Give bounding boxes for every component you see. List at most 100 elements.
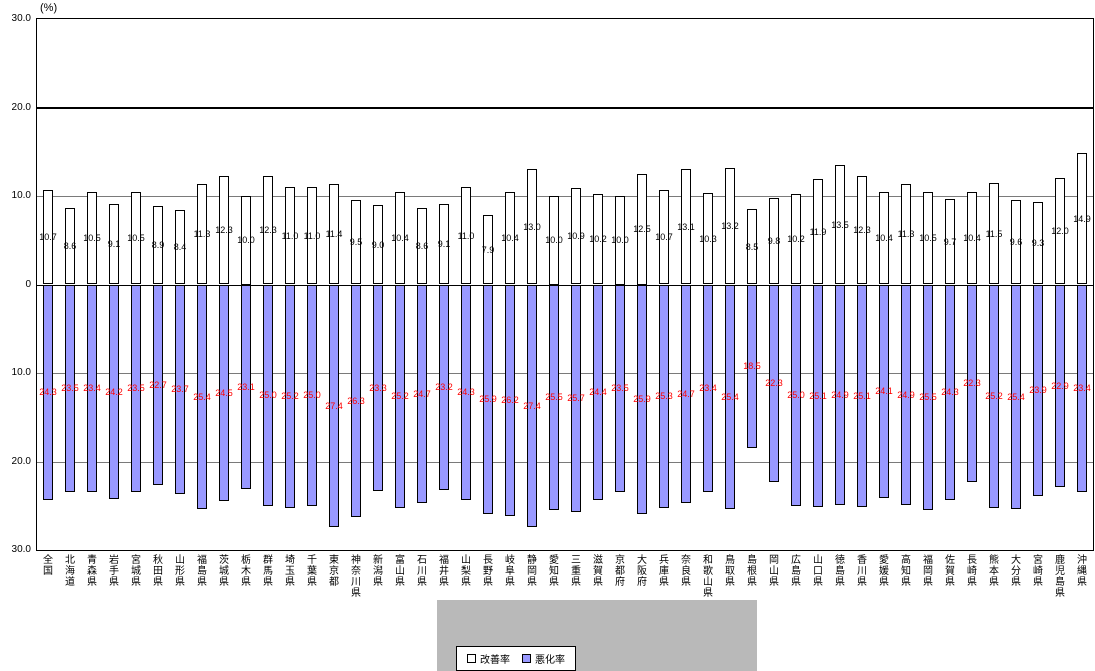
improvement-bar [241,196,251,285]
worsening-bar [65,284,75,493]
improvement-value-label: 12.0 [1051,226,1069,237]
category-label-char: 愛 [879,555,889,566]
improvement-value-label: 12.3 [853,225,871,236]
category-label-char: 佐 [945,555,955,566]
worsening-bar [527,284,537,527]
worsening-value-label: 24.7 [413,388,431,399]
gridline [37,373,1093,374]
category-label-char: 福 [439,555,449,566]
improvement-bar [571,188,581,285]
category-label: 佐賀県 [939,555,961,588]
category-label-char: 三 [571,555,581,566]
category-label: 高知県 [895,555,917,588]
category-label-char: 奈 [681,555,691,566]
category-label: 長崎県 [961,555,983,588]
category-label-char: 口 [813,566,823,577]
category-label-char: 沖 [1077,555,1087,566]
improvement-bar [659,189,669,285]
category-label-char: 島 [197,566,207,577]
category-label-char: 阜 [505,566,515,577]
improvement-bar [593,194,603,285]
worsening-bar [835,284,845,505]
improvement-bar [945,198,955,285]
category-label-char: 県 [439,577,449,588]
worsening-value-label: 25.4 [721,391,739,402]
improvement-bar [197,184,207,285]
category-label-char: 熊 [989,555,999,566]
worsening-value-label: 24.5 [215,387,233,398]
category-label-char: 賀 [593,566,603,577]
category-label-char: 神 [351,555,361,566]
improvement-value-label: 10.9 [567,231,585,242]
category-label-char: 海 [65,566,75,577]
category-label-char: 歌 [703,566,713,577]
category-label-char: 高 [901,555,911,566]
worsening-value-label: 23.5 [611,383,629,394]
category-label: 鹿児島県 [1049,555,1071,599]
improvement-bar [549,196,559,285]
axis-unit-label: (%) [40,2,58,14]
category-label-char: 道 [65,577,75,588]
category-label-char: 県 [197,577,207,588]
worsening-value-label: 25.7 [567,393,585,404]
worsening-value-label: 24.3 [457,387,475,398]
category-label-char: 新 [373,555,383,566]
improvement-bar [43,189,53,285]
worsening-value-label: 24.2 [105,386,123,397]
y-tick-label: 20.0 [11,101,31,113]
worsening-value-label: 24.3 [39,387,57,398]
worsening-value-label: 25.5 [545,392,563,403]
worsening-bar [681,284,691,504]
improvement-value-label: 12.3 [215,225,233,236]
improvement-value-label: 13.0 [523,221,541,232]
worsening-bar [43,284,53,500]
improvement-bar [285,187,295,285]
category-label-char: 山 [769,566,779,577]
legend-item-worsening: 悪化率 [522,651,565,666]
category-label-char: 城 [131,566,141,577]
improvement-value-label: 9.7 [943,236,957,247]
category-label-char: 京 [329,566,339,577]
category-label: 大阪府 [631,555,653,588]
worsening-value-label: 24.9 [831,389,849,400]
worsening-bar [439,284,449,490]
category-label-char: 県 [945,577,955,588]
category-label-char: 北 [65,555,75,566]
worsening-value-label: 25.0 [259,390,277,401]
worsening-value-label: 26.2 [501,395,519,406]
worsening-bar [1055,284,1065,488]
category-label: 長野県 [477,555,499,588]
improvement-bar [505,192,515,285]
worsening-bar [923,284,933,511]
improvement-bar [263,175,273,285]
category-label-char: 岡 [527,566,537,577]
worsening-value-label: 22.3 [963,378,981,389]
worsening-bar [1011,284,1021,510]
worsening-bar [659,284,669,509]
y-axis: 30.0 20.0 10.0 0 10.0 20.0 30.0 [0,13,33,555]
gridline [37,106,1093,109]
category-label-char: 県 [725,577,735,588]
worsening-bar [967,284,977,482]
improvement-bar [351,200,361,285]
worsening-value-label: 23.4 [1073,383,1091,394]
category-label-char: 埼 [285,555,295,566]
category-label: 栃木県 [235,555,257,588]
improvement-value-label: 13.1 [677,221,695,232]
category-label-char: 山 [175,555,185,566]
category-label: 三重県 [565,555,587,588]
worsening-bar [725,284,735,510]
improvement-value-label: 11.5 [985,228,1003,239]
category-label-char: 県 [131,577,141,588]
category-label-char: 県 [879,577,889,588]
worsening-value-label: 25.9 [479,394,497,405]
worsening-bar [813,284,823,507]
improvement-value-label: 10.4 [875,233,893,244]
worsening-bar [285,284,295,508]
worsening-value-label: 18.5 [743,361,761,372]
improvement-value-label: 13.2 [721,221,739,232]
category-label-char: 山 [703,577,713,588]
category-label-char: 島 [1055,577,1065,588]
y-tick-label: 0 [25,278,31,290]
improvement-bar [373,204,383,285]
